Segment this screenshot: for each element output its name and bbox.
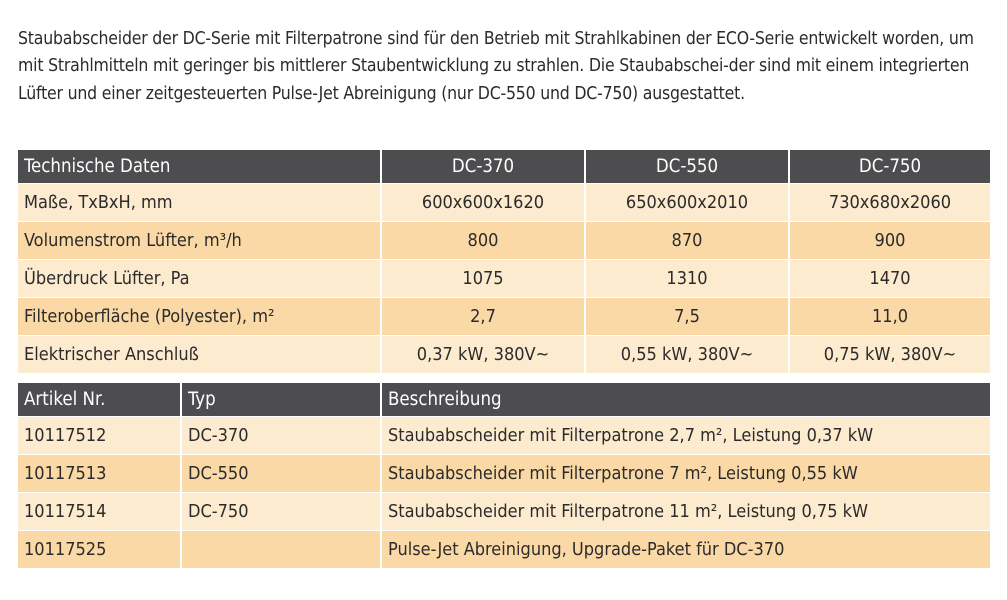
table-row: 10117513 DC-550 Staubabscheider mit Filt… — [18, 455, 990, 493]
article-description: Staubabscheider mit Filterpatrone 7 m², … — [382, 455, 990, 493]
table-row: 10117512 DC-370 Staubabscheider mit Filt… — [18, 417, 990, 455]
cell: 730x680x2060 — [790, 184, 990, 222]
article-type: DC-750 — [182, 493, 380, 531]
table-row: Überdruck Lüfter, Pa 1075 1310 1470 — [18, 260, 990, 298]
cell: 870 — [586, 222, 788, 260]
header-cell: DC-370 — [382, 150, 584, 184]
cell: 1310 — [586, 260, 788, 298]
header-cell: Artikel Nr. — [18, 383, 180, 417]
header-cell: DC-550 — [586, 150, 788, 184]
table-row: Volumenstrom Lüfter, m³/h 800 870 900 — [18, 222, 990, 260]
article-number: 10117514 — [18, 493, 180, 531]
article-description: Pulse-Jet Abreinigung, Upgrade-Paket für… — [382, 531, 990, 569]
article-type: DC-370 — [182, 417, 380, 455]
row-label: Überdruck Lüfter, Pa — [18, 260, 380, 298]
table-header-row: Artikel Nr. Typ Beschreibung — [18, 383, 990, 417]
row-label: Elektrischer Anschluß — [18, 336, 380, 374]
cell: 900 — [790, 222, 990, 260]
table-row: Filteroberfläche (Polyester), m² 2,7 7,5… — [18, 298, 990, 336]
article-table: Artikel Nr. Typ Beschreibung 10117512 DC… — [16, 383, 992, 569]
header-cell: Beschreibung — [382, 383, 990, 417]
cell: 1470 — [790, 260, 990, 298]
cell: 0,55 kW, 380V~ — [586, 336, 788, 374]
header-cell: Typ — [182, 383, 380, 417]
cell: 650x600x2010 — [586, 184, 788, 222]
cell: 0,75 kW, 380V~ — [790, 336, 990, 374]
row-label: Filteroberfläche (Polyester), m² — [18, 298, 380, 336]
article-number: 10117513 — [18, 455, 180, 493]
table-row: Elektrischer Anschluß 0,37 kW, 380V~ 0,5… — [18, 336, 990, 374]
cell: 1075 — [382, 260, 584, 298]
cell: 800 — [382, 222, 584, 260]
header-cell: DC-750 — [790, 150, 990, 184]
intro-paragraph: Staubabscheider der DC-Serie mit Filterp… — [18, 28, 974, 104]
row-label: Maße, TxBxH, mm — [18, 184, 380, 222]
header-cell: Technische Daten — [18, 150, 380, 184]
article-number: 10117512 — [18, 417, 180, 455]
article-number: 10117525 — [18, 531, 180, 569]
cell: 2,7 — [382, 298, 584, 336]
table-row: Maße, TxBxH, mm 600x600x1620 650x600x201… — [18, 184, 990, 222]
cell: 11,0 — [790, 298, 990, 336]
table-row: 10117525 Pulse-Jet Abreinigung, Upgrade-… — [18, 531, 990, 569]
article-type — [182, 531, 380, 569]
row-label: Volumenstrom Lüfter, m³/h — [18, 222, 380, 260]
article-type: DC-550 — [182, 455, 380, 493]
table-row: 10117514 DC-750 Staubabscheider mit Filt… — [18, 493, 990, 531]
technical-data-table: Technische Daten DC-370 DC-550 DC-750 Ma… — [16, 150, 992, 374]
article-description: Staubabscheider mit Filterpatrone 11 m²,… — [382, 493, 990, 531]
cell: 7,5 — [586, 298, 788, 336]
cell: 0,37 kW, 380V~ — [382, 336, 584, 374]
table-header-row: Technische Daten DC-370 DC-550 DC-750 — [18, 150, 990, 184]
article-description: Staubabscheider mit Filterpatrone 2,7 m²… — [382, 417, 990, 455]
cell: 600x600x1620 — [382, 184, 584, 222]
